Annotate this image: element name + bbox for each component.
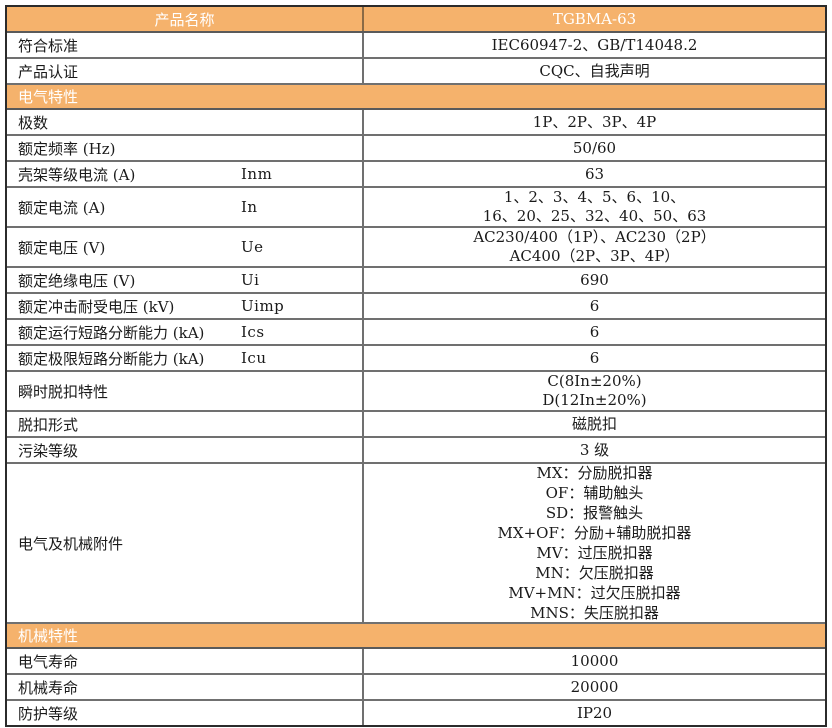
spec-label-text: 电气及机械附件	[18, 534, 124, 553]
table-row: 污染等级 3 级	[7, 438, 825, 464]
spec-label-text: 额定频率 (Hz)	[18, 139, 116, 158]
table-row: 额定频率 (Hz) 50/60	[7, 136, 825, 162]
spec-value: C(8In±20%) D(12In±20%)	[542, 372, 647, 409]
spec-value: 磁脱扣	[571, 414, 617, 433]
spec-value: AC230/400（1P）、AC230（2P） AC400（2P、3P、4P）	[473, 228, 716, 265]
spec-symbol: Ui	[241, 271, 260, 289]
spec-value: 3 级	[579, 440, 610, 459]
spec-label-text: 壳架等级电流 (A)	[18, 165, 136, 184]
spec-value: 63	[584, 164, 605, 183]
spec-label: 额定极限短路分断能力 (kA) Icu	[7, 346, 364, 370]
spec-label: 电气及机械附件	[7, 464, 364, 622]
table-row: 瞬时脱扣特性 C(8In±20%) D(12In±20%)	[7, 372, 825, 412]
spec-label: 污染等级	[7, 438, 364, 462]
spec-value: MX：分励脱扣器 OF：辅助触头 SD：报警触头 MX+OF：分励+辅助脱扣器 …	[497, 464, 692, 622]
table-row: 额定绝缘电压 (V) Ui 690	[7, 268, 825, 294]
spec-label-text: 瞬时脱扣特性	[18, 382, 109, 401]
spec-value: 10000	[570, 651, 619, 670]
spec-label: 产品认证	[7, 59, 364, 83]
table-row: 额定运行短路分断能力 (kA) Ics 6	[7, 320, 825, 346]
table-row: 额定电压 (V) Ue AC230/400（1P）、AC230（2P） AC400…	[7, 228, 825, 268]
table-row: 机械寿命 20000	[7, 675, 825, 701]
spec-symbol: Ics	[241, 323, 265, 341]
spec-label-text: 防护等级	[18, 704, 79, 723]
spec-symbol: Icu	[241, 349, 267, 367]
spec-symbol: Uimp	[241, 297, 285, 315]
spec-value: 6	[589, 348, 600, 367]
spec-label-text: 额定电流 (A)	[18, 198, 106, 217]
spec-label: 符合标准	[7, 33, 364, 57]
spec-label-text: 额定冲击耐受电压 (kV)	[18, 297, 175, 316]
table-row: 产品认证 CQC、自我声明	[7, 59, 825, 85]
spec-label: 额定运行短路分断能力 (kA) Ics	[7, 320, 364, 344]
spec-label-text: 额定运行短路分断能力 (kA)	[18, 323, 205, 342]
spec-label: 脱扣形式	[7, 412, 364, 436]
spec-label-text: 产品认证	[18, 62, 79, 81]
spec-value: 1P、2P、3P、4P	[532, 112, 657, 131]
section-header-mechanical: 机械特性	[7, 624, 825, 649]
header-product-model: TGBMA-63	[552, 9, 637, 28]
spec-label: 额定电压 (V) Ue	[7, 228, 364, 266]
spec-label-text: 电气寿命	[18, 652, 79, 671]
spec-value: 1、2、3、4、5、6、10、 16、20、25、32、40、50、63	[482, 188, 707, 225]
table-row: 额定冲击耐受电压 (kV) Uimp 6	[7, 294, 825, 320]
table-row: 壳架等级电流 (A) Inm 63	[7, 162, 825, 188]
table-row: 防护等级 IP20	[7, 701, 825, 725]
table-header-row: 产品名称 TGBMA-63	[7, 7, 825, 33]
spec-label: 额定冲击耐受电压 (kV) Uimp	[7, 294, 364, 318]
spec-label: 额定频率 (Hz)	[7, 136, 364, 160]
spec-label: 防护等级	[7, 701, 364, 725]
table-row: 符合标准 IEC60947-2、GB/T14048.2	[7, 33, 825, 59]
spec-value: 690	[580, 270, 609, 289]
spec-label-text: 脱扣形式	[18, 415, 79, 434]
section-header-electrical: 电气特性	[7, 85, 825, 110]
spec-label-text: 额定绝缘电压 (V)	[18, 271, 136, 290]
table-row: 脱扣形式 磁脱扣	[7, 412, 825, 438]
spec-value: IP20	[576, 703, 613, 722]
spec-value: IEC60947-2、GB/T14048.2	[491, 35, 698, 54]
spec-label-text: 极数	[18, 113, 49, 132]
spec-label: 壳架等级电流 (A) Inm	[7, 162, 364, 186]
spec-label-text: 符合标准	[18, 36, 79, 55]
spec-symbol: Ue	[241, 238, 264, 256]
table-row-accessories: 电气及机械附件 MX：分励脱扣器 OF：辅助触头 SD：报警触头 MX+OF：分…	[7, 464, 825, 624]
table-row: 额定极限短路分断能力 (kA) Icu 6	[7, 346, 825, 372]
spec-value: 6	[589, 296, 600, 315]
spec-value: 20000	[570, 677, 619, 696]
spec-label-text: 额定电压 (V)	[18, 238, 106, 257]
table-row: 额定电流 (A) In 1、2、3、4、5、6、10、 16、20、25、32、4…	[7, 188, 825, 228]
spec-label: 额定绝缘电压 (V) Ui	[7, 268, 364, 292]
spec-label: 电气寿命	[7, 649, 364, 673]
table-row: 电气寿命 10000	[7, 649, 825, 675]
spec-value: CQC、自我声明	[539, 61, 650, 80]
header-product-name-label: 产品名称	[7, 7, 364, 31]
spec-label: 额定电流 (A) In	[7, 188, 364, 226]
spec-label-text: 机械寿命	[18, 678, 79, 697]
spec-value: 50/60	[572, 138, 617, 157]
spec-label: 极数	[7, 110, 364, 134]
spec-symbol: In	[241, 198, 258, 216]
spec-label: 机械寿命	[7, 675, 364, 699]
spec-label-text: 额定极限短路分断能力 (kA)	[18, 349, 205, 368]
product-spec-table: 产品名称 TGBMA-63 符合标准 IEC60947-2、GB/T14048.…	[5, 5, 827, 727]
spec-symbol: Inm	[241, 165, 273, 183]
spec-label-text: 污染等级	[18, 441, 79, 460]
table-row: 极数 1P、2P、3P、4P	[7, 110, 825, 136]
spec-label: 瞬时脱扣特性	[7, 372, 364, 410]
spec-value: 6	[589, 322, 600, 341]
